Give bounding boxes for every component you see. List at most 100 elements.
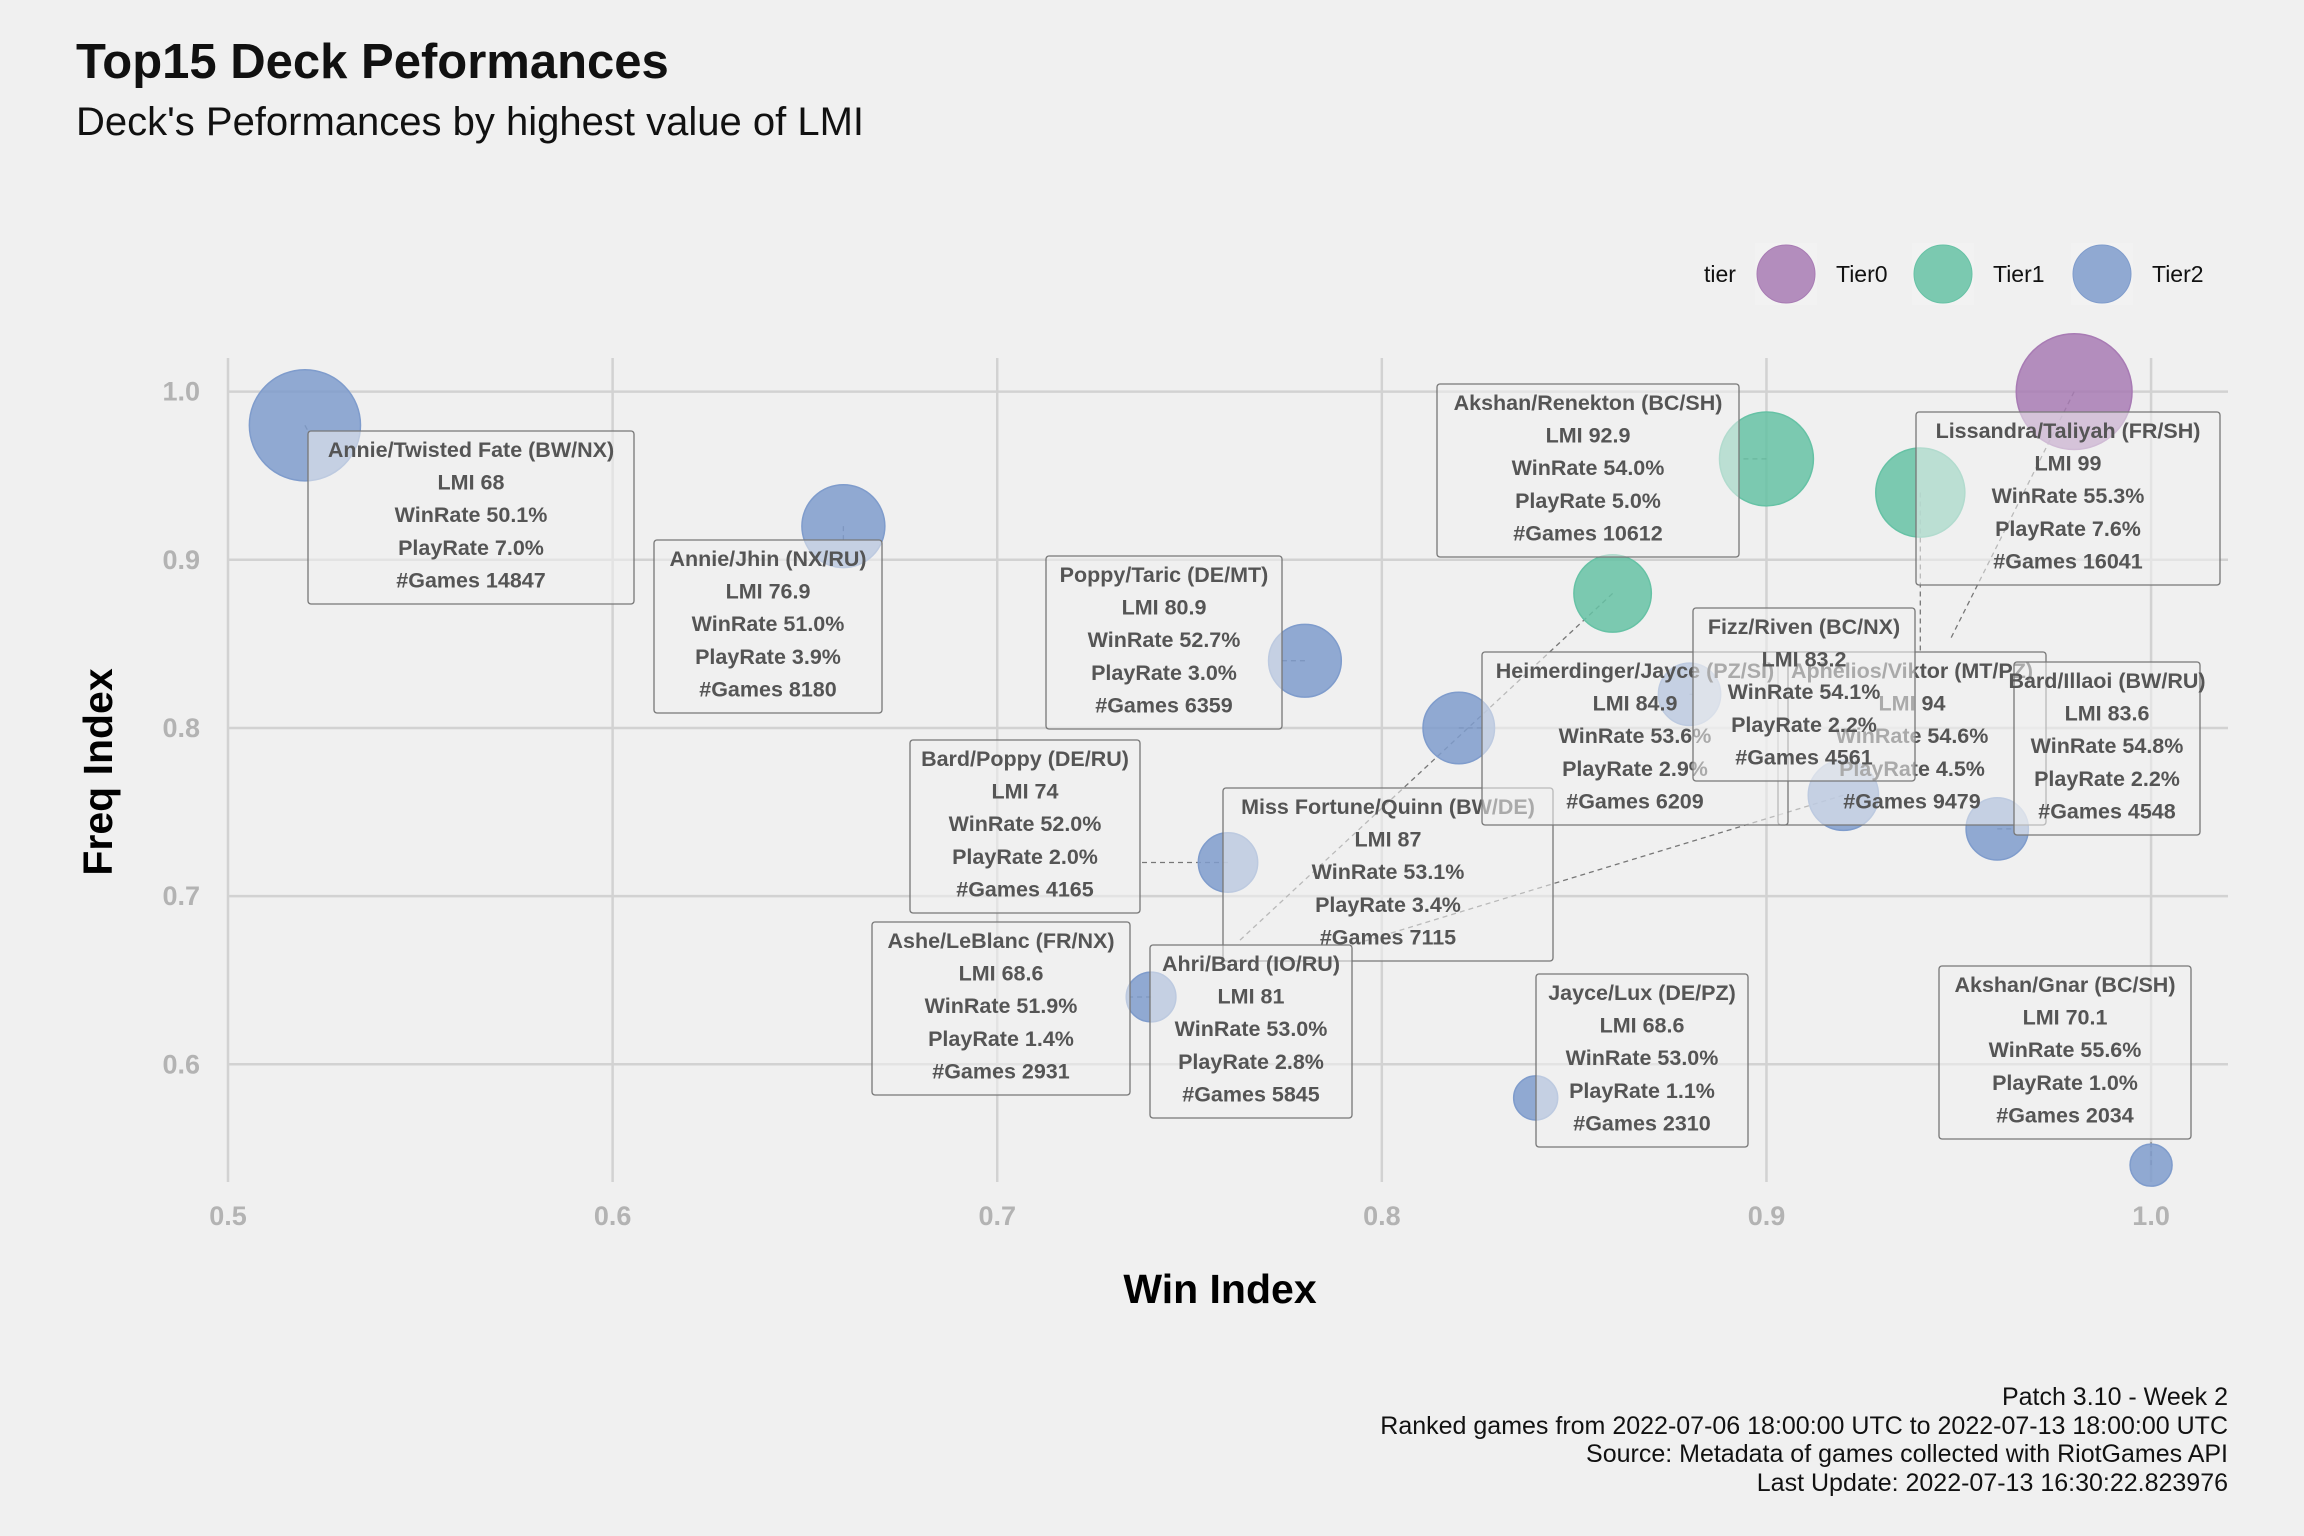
label-lmi: LMI 81	[1218, 985, 1285, 1009]
label-winrate: WinRate 53.0%	[1175, 1017, 1328, 1041]
point-label: Ahri/Bard (IO/RU) LMI 81 WinRate 53.0% Play…	[1149, 944, 1353, 1119]
label-deck: Bard/Poppy (DE/RU)	[921, 747, 1129, 771]
label-winrate: WinRate 50.1%	[395, 503, 548, 527]
legend: tier Tier0 Tier1 Tier2	[1704, 243, 2204, 305]
point-labels: Lissandra/Taliyah (FR/SH) LMI 99 WinRate 5…	[307, 383, 2221, 1148]
label-lmi: LMI 84.9	[1593, 692, 1678, 716]
label-lmi: LMI 92.9	[1546, 424, 1631, 448]
label-games: #Games 4548	[2038, 799, 2176, 823]
label-winrate: WinRate 54.8%	[2031, 734, 2184, 758]
label-deck: Ahri/Bard (IO/RU)	[1162, 952, 1340, 976]
chart-subtitle: Deck's Peformances by highest value of L…	[76, 100, 865, 144]
point-label: Heimerdinger/Jayce (PZ/SI)LMI 84.9WinRat…	[1481, 651, 1789, 826]
label-box	[307, 430, 635, 605]
label-lmi: LMI 70.1	[2023, 1006, 2108, 1030]
point-label: Jayce/Lux (DE/PZ) LMI 68.6 WinRate 53.0% Pl…	[1535, 973, 1749, 1148]
label-box	[653, 539, 883, 714]
label-games: #Games 5845	[1182, 1082, 1320, 1106]
label-lmi: LMI 83.6	[2065, 702, 2150, 726]
label-winrate: WinRate 52.0%	[949, 812, 1102, 836]
label-games: #Games 2034	[1996, 1103, 2134, 1127]
point-label: Lissandra/Taliyah (FR/SH) LMI 99 WinRate 5…	[1915, 411, 2221, 586]
label-lmi: LMI 74	[992, 780, 1059, 804]
label-box	[909, 739, 1141, 914]
label-winrate: WinRate 55.6%	[1989, 1038, 2142, 1062]
label-lmi: LMI 87	[1355, 828, 1422, 852]
label-winrate: WinRate 51.0%	[692, 612, 845, 636]
caption-line: Source: Metadata of games collected with…	[1586, 1440, 2228, 1468]
label-playrate: PlayRate 7.0%	[398, 536, 544, 560]
label-lmi: LMI 99	[2035, 452, 2102, 476]
label-games: #Games 6359	[1095, 693, 1233, 717]
label-playrate: PlayRate 3.4%	[1315, 893, 1461, 917]
label-winrate: WinRate 53.6%	[1559, 724, 1712, 748]
label-deck: Lissandra/Taliyah (FR/SH)	[1936, 419, 2201, 443]
y-tick-label: 0.7	[162, 881, 200, 911]
x-axis-title: Win Index	[1123, 1266, 1316, 1312]
label-box	[2013, 661, 2201, 836]
point-label: Annie/Twisted Fate (BW/NX) LMI 68 WinRate …	[307, 430, 635, 605]
label-box	[1938, 965, 2192, 1140]
caption: Patch 3.10 - Week 2 Ranked games from 20…	[1380, 1383, 2228, 1497]
label-games: #Games 2310	[1573, 1111, 1711, 1135]
label-winrate: WinRate 53.1%	[1312, 860, 1465, 884]
point-label: Bard/Poppy (DE/RU) LMI 74 WinRate 52.0% Pla…	[909, 739, 1141, 914]
label-winrate: WinRate 53.0%	[1566, 1046, 1719, 1070]
label-deck: Poppy/Taric (DE/MT)	[1060, 563, 1269, 587]
label-winrate: WinRate 54.1%	[1728, 680, 1881, 704]
label-winrate: WinRate 54.0%	[1512, 456, 1665, 480]
x-tick-label: 0.7	[978, 1201, 1016, 1231]
label-box	[1692, 607, 1916, 782]
label-winrate: WinRate 51.9%	[925, 994, 1078, 1018]
label-playrate: PlayRate 1.0%	[1992, 1071, 2138, 1095]
label-deck: Jayce/Lux (DE/PZ)	[1548, 981, 1736, 1005]
axis-ticks: 0.5 0.6 0.7 0.8 0.9 1.0 0.6 0.7 0.8 0.9 1.0	[162, 377, 2169, 1231]
point-tier1	[1573, 553, 1653, 633]
x-tick-label: 1.0	[2132, 1201, 2170, 1231]
label-deck: Akshan/Renekton (BC/SH)	[1454, 391, 1723, 415]
label-box	[1535, 973, 1749, 1148]
label-box	[871, 921, 1131, 1096]
caption-line: Patch 3.10 - Week 2	[2001, 1383, 2228, 1411]
label-games: #Games 4561	[1735, 745, 1873, 769]
y-tick-label: 0.6	[162, 1049, 200, 1079]
label-games: #Games 16041	[1993, 549, 2142, 573]
label-box	[1045, 555, 1283, 730]
label-deck: Annie/Twisted Fate (BW/NX)	[328, 438, 614, 462]
point-label: Poppy/Taric (DE/MT) LMI 80.9 WinRate 52.7%…	[1045, 555, 1283, 730]
label-lmi: LMI 80.9	[1122, 596, 1207, 620]
label-games: #Games 6209	[1566, 789, 1704, 813]
label-lmi: LMI 76.9	[726, 580, 811, 604]
label-deck: Akshan/Gnar (BC/SH)	[1954, 973, 2175, 997]
label-games: #Games 2931	[932, 1059, 1070, 1083]
label-deck: Bard/Illaoi (BW/RU)	[2008, 669, 2205, 693]
label-box	[1915, 411, 2221, 586]
label-playrate: PlayRate 2.2%	[2034, 767, 2180, 791]
legend-label: Tier1	[1993, 261, 2045, 287]
label-lmi: LMI 68.6	[959, 962, 1044, 986]
point-label: Akshan/Renekton (BC/SH) LMI 92.9 WinRate 5…	[1436, 383, 1740, 558]
point-label: Annie/Jhin (NX/RU) LMI 76.9 WinRate 51.0% P…	[653, 539, 883, 714]
label-games: #Games 8180	[699, 677, 837, 701]
label-games: #Games 4165	[956, 877, 1094, 901]
label-playrate: PlayRate 3.0%	[1091, 661, 1237, 685]
label-lmi: LMI 68.6	[1600, 1014, 1685, 1038]
label-games: #Games 9479	[1843, 789, 1981, 813]
chart-title: Top15 Deck Peformances	[76, 35, 669, 89]
label-playrate: PlayRate 7.6%	[1995, 517, 2141, 541]
legend-key-tier0	[1756, 244, 1816, 304]
label-box	[1436, 383, 1740, 558]
x-tick-label: 0.8	[1363, 1201, 1401, 1231]
label-lmi: LMI 83.2	[1762, 648, 1847, 672]
point-label: Ashe/LeBlanc (FR/NX) LMI 68.6 WinRate 51.9…	[871, 921, 1131, 1096]
point-label: Akshan/Gnar (BC/SH) LMI 70.1 WinRate 55.6%…	[1938, 965, 2192, 1140]
x-tick-label: 0.6	[594, 1201, 632, 1231]
x-tick-label: 0.9	[1748, 1201, 1786, 1231]
y-tick-label: 1.0	[162, 377, 200, 407]
legend-title: tier	[1704, 261, 1736, 287]
label-games: #Games 10612	[1513, 521, 1662, 545]
caption-line: Last Update: 2022-07-13 16:30:22.823976	[1756, 1468, 2228, 1497]
label-playrate: PlayRate 2.8%	[1178, 1050, 1324, 1074]
label-box	[1222, 787, 1554, 962]
